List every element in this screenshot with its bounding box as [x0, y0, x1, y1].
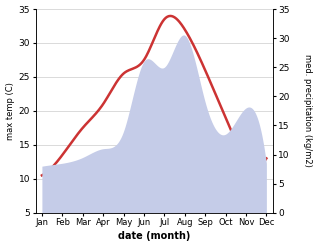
X-axis label: date (month): date (month) — [118, 231, 190, 242]
Y-axis label: med. precipitation (kg/m2): med. precipitation (kg/m2) — [303, 54, 313, 167]
Y-axis label: max temp (C): max temp (C) — [5, 82, 15, 140]
